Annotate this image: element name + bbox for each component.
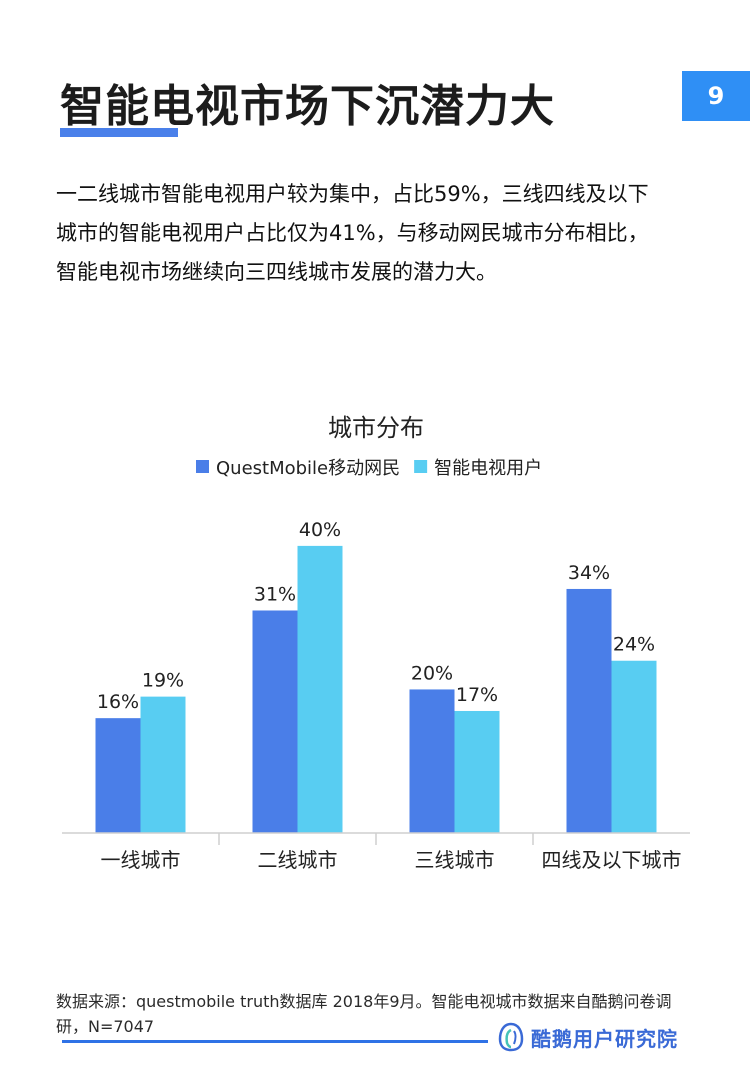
legend-swatch <box>414 460 428 473</box>
chart-title: 城市分布 <box>328 414 424 442</box>
summary-line: 城市的智能电视用户占比仅为41%，与移动网民城市分布相比， <box>56 221 649 245</box>
brand-logo: 酷鹅用户研究院 <box>497 1022 678 1052</box>
data-label: 16% <box>97 691 139 713</box>
chart-bars: 16%19% 31% 40% 20%17% 34% 24% <box>95 519 657 833</box>
source-line: 研，N=7047 <box>56 1017 155 1036</box>
page-title: 智能电视市场下沉潜力大 <box>60 81 555 132</box>
bar-chart: 城市分布 QuestMobile移动网民 智能电视用户 16%19% 31% 40% 2… <box>62 414 690 872</box>
x-tick-label: 四线及以下城市 <box>542 848 682 872</box>
data-label: 17% <box>456 684 498 706</box>
page-number-badge: 9 <box>682 71 750 121</box>
data-label: 19% <box>142 670 184 692</box>
data-label: 34% <box>568 562 610 584</box>
bar <box>140 696 186 833</box>
bar <box>566 588 612 833</box>
summary-line: 一二线城市智能电视用户较为集中，占比59%，三线四线及以下 <box>56 182 649 206</box>
bar <box>409 689 455 833</box>
data-label: 40% <box>299 519 341 541</box>
penguin-logo-icon <box>498 1022 524 1052</box>
chart-x-axis: 一线城市 二线城市 三线城市 四线及以下城市 <box>62 832 690 872</box>
data-label: 31% <box>254 583 296 605</box>
chart-legend: QuestMobile移动网民 智能电视用户 <box>196 458 542 479</box>
title-underline <box>60 128 178 137</box>
bar <box>95 718 141 833</box>
summary-text: 一二线城市智能电视用户较为集中，占比59%，三线四线及以下 城市的智能电视用户占… <box>56 175 696 292</box>
x-tick-label: 一线城市 <box>101 848 181 872</box>
legend-label: 智能电视用户 <box>434 458 542 479</box>
bar <box>297 545 343 833</box>
brand-name: 酷鹅用户研究院 <box>531 1026 678 1051</box>
x-tick-label: 三线城市 <box>415 848 495 872</box>
bar <box>611 660 657 833</box>
footer-divider <box>62 1040 488 1043</box>
legend-swatch <box>196 460 209 473</box>
source-line: 数据来源：questmobile truth数据库 2018年9月。智能电视城市… <box>56 992 672 1011</box>
summary-line: 智能电视市场继续向三四线城市发展的潜力大。 <box>56 260 497 284</box>
bar <box>252 610 298 833</box>
source-note: 数据来源：questmobile truth数据库 2018年9月。智能电视城市… <box>56 989 696 1039</box>
data-label: 24% <box>613 634 655 656</box>
x-tick-label: 二线城市 <box>258 848 338 872</box>
data-label: 20% <box>411 662 453 684</box>
legend-label: QuestMobile移动网民 <box>216 458 400 479</box>
bar <box>454 710 500 833</box>
